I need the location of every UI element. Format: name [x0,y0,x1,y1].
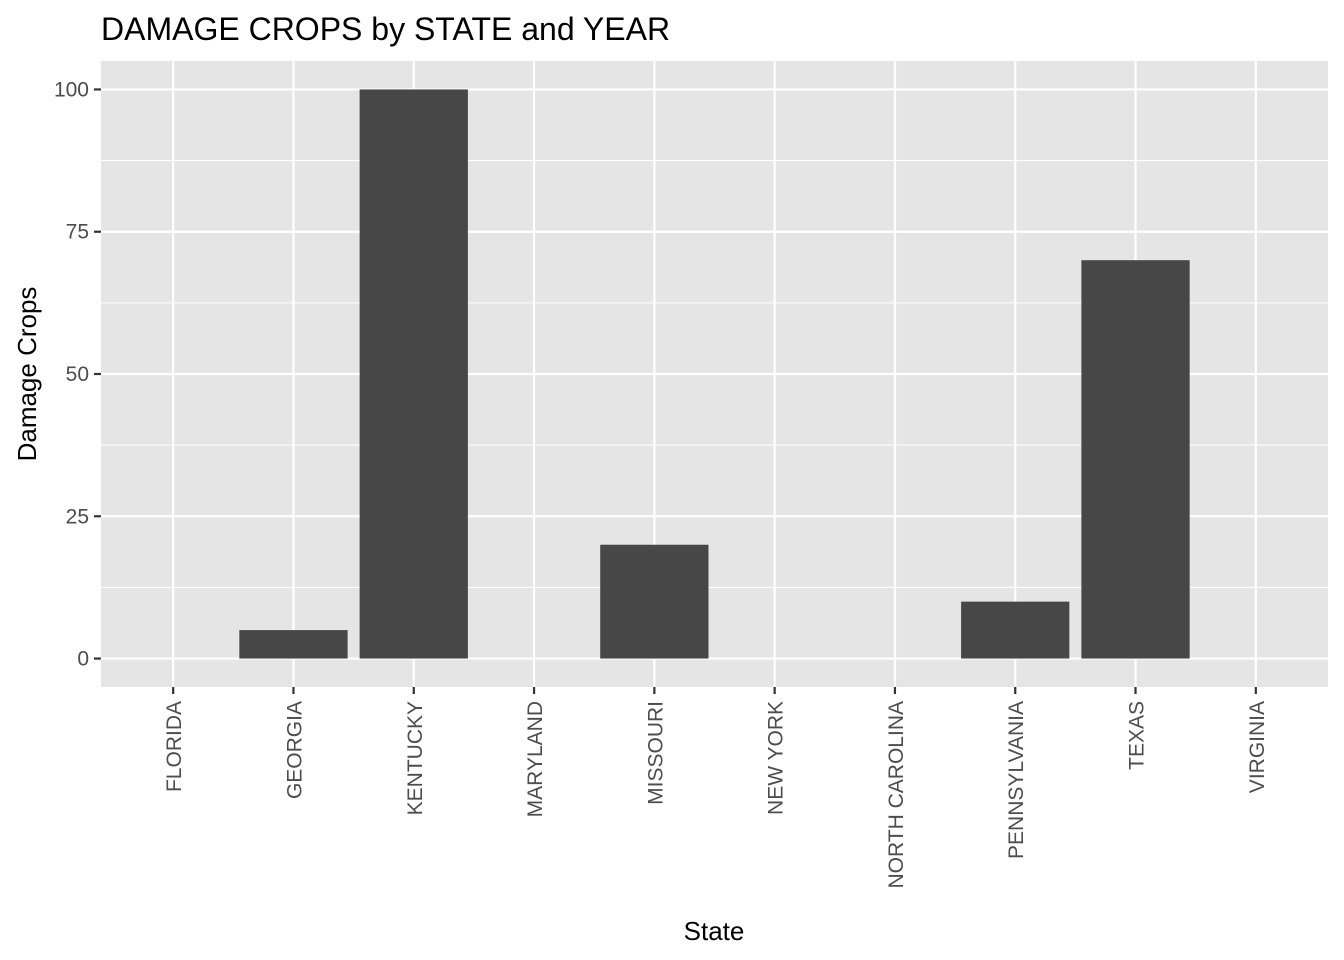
bar [961,601,1070,659]
y-tick-label: 75 [66,221,89,244]
x-tick-label: NEW YORK [765,701,788,815]
bar [239,630,348,659]
y-tick-label: 0 [77,648,89,671]
chart-title: DAMAGE CROPS by STATE and YEAR [101,11,670,47]
x-tick-label: GEORGIA [283,701,306,799]
x-axis: FLORIDA GEORGIA KENTUCKY MARYLAND MISSOURI NE… [163,687,1269,888]
x-tick-label: VIRGINIA [1246,701,1269,793]
x-tick-label: FLORIDA [163,701,186,792]
x-axis-title: State [684,916,745,946]
x-tick-label: TEXAS [1126,701,1149,770]
x-tick-label: MARYLAND [524,701,547,817]
y-tick-label: 100 [54,78,89,101]
y-tick-label: 50 [66,363,89,386]
bar [1081,260,1190,659]
major-gridlines [101,61,1328,687]
x-tick-label: NORTH CAROLINA [885,701,908,888]
x-tick-label: KENTUCKY [404,701,427,815]
bars [239,89,1190,659]
x-tick-label: MISSOURI [644,701,667,805]
x-tick-label: PENNSYLVANIA [1005,701,1028,859]
y-axis: 0 25 50 75 100 [54,78,101,671]
y-tick-label: 25 [66,505,89,528]
bar [359,89,468,659]
y-axis-title: Damage Crops [12,287,42,462]
bar [600,544,709,659]
